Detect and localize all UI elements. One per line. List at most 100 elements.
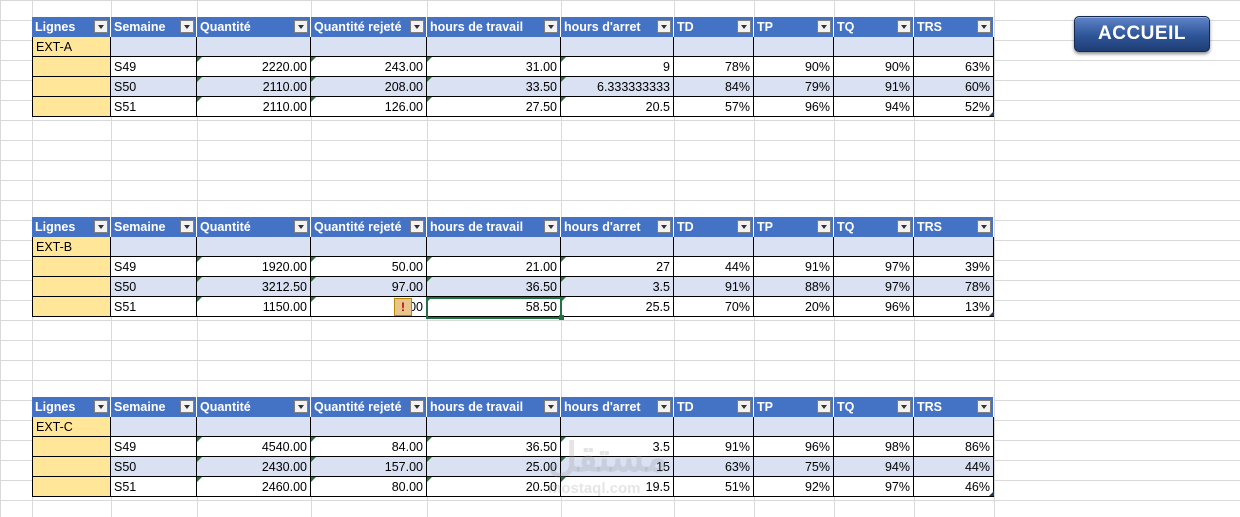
table-cell[interactable]: [311, 237, 427, 257]
table-cell-hours-arret[interactable]: 9: [561, 57, 674, 77]
table-cell[interactable]: [674, 237, 754, 257]
filter-dropdown-icon[interactable]: [294, 400, 308, 413]
table-cell[interactable]: [561, 37, 674, 57]
table-cell-hours-arret[interactable]: 15: [561, 457, 674, 477]
table-cell-trs[interactable]: 78%: [914, 277, 994, 297]
filter-dropdown-icon[interactable]: [294, 220, 308, 233]
table-cell-quantite-rejete[interactable]: 208.00: [311, 77, 427, 97]
table-cell-quantite-rejete[interactable]: 126.00: [311, 97, 427, 117]
header-lignes[interactable]: Lignes: [32, 217, 111, 237]
table-cell-td[interactable]: 78%: [674, 57, 754, 77]
table-cell-quantite-rejete[interactable]: 80.00: [311, 477, 427, 497]
table-cell-trs[interactable]: 46%: [914, 477, 994, 497]
table-cell[interactable]: [834, 237, 914, 257]
table-cell-hours-arret[interactable]: 19.5: [561, 477, 674, 497]
table-cell-td[interactable]: 44%: [674, 257, 754, 277]
table-cell-trs[interactable]: 63%: [914, 57, 994, 77]
header-trs[interactable]: TRS: [914, 17, 994, 37]
table-cell-td[interactable]: 57%: [674, 97, 754, 117]
table-cell-lignes[interactable]: [32, 77, 111, 97]
table-cell[interactable]: [674, 37, 754, 57]
table-cell[interactable]: [311, 417, 427, 437]
table-cell-hours-arret[interactable]: 3.5: [561, 437, 674, 457]
table-cell[interactable]: [427, 417, 561, 437]
table-cell[interactable]: [111, 417, 197, 437]
table-cell-trs[interactable]: 39%: [914, 257, 994, 277]
header-hours-travail[interactable]: hours de travail: [427, 217, 561, 237]
filter-dropdown-icon[interactable]: [410, 20, 424, 33]
header-lignes[interactable]: Lignes: [32, 17, 111, 37]
table-cell-quantite[interactable]: 2430.00: [197, 457, 311, 477]
table-resize-handle-icon[interactable]: [989, 111, 994, 116]
table-cell-hours-travail[interactable]: 36.50: [427, 437, 561, 457]
filter-dropdown-icon[interactable]: [737, 220, 751, 233]
table-cell-semaine[interactable]: S49: [111, 437, 197, 457]
header-tq[interactable]: TQ: [834, 217, 914, 237]
table-cell-td[interactable]: 70%: [674, 297, 754, 317]
table-cell-tp[interactable]: 91%: [754, 257, 834, 277]
filter-dropdown-icon[interactable]: [544, 400, 558, 413]
filter-dropdown-icon[interactable]: [977, 400, 991, 413]
table-cell-hours-arret[interactable]: 27: [561, 257, 674, 277]
table-cell[interactable]: [754, 37, 834, 57]
table-cell-quantite[interactable]: 2110.00: [197, 97, 311, 117]
table-cell-lignes[interactable]: [32, 457, 111, 477]
table-cell[interactable]: [754, 237, 834, 257]
table-cell-trs[interactable]: 13%: [914, 297, 994, 317]
header-tp[interactable]: TP: [754, 397, 834, 417]
filter-dropdown-icon[interactable]: [897, 400, 911, 413]
table-cell-tq[interactable]: 94%: [834, 97, 914, 117]
table-cell-quantite-rejete[interactable]: 97.00: [311, 277, 427, 297]
table-cell-lignes[interactable]: [32, 97, 111, 117]
filter-dropdown-icon[interactable]: [294, 20, 308, 33]
ligne-label[interactable]: EXT-B: [32, 237, 111, 257]
table-cell[interactable]: [197, 417, 311, 437]
table-cell-tp[interactable]: 96%: [754, 437, 834, 457]
table-cell-hours-travail[interactable]: 27.50: [427, 97, 561, 117]
table-cell-hours-arret[interactable]: 20.5: [561, 97, 674, 117]
table-cell-tq[interactable]: 97%: [834, 257, 914, 277]
table-cell-lignes[interactable]: [32, 277, 111, 297]
filter-dropdown-icon[interactable]: [737, 400, 751, 413]
table-cell-quantite[interactable]: 3212.50: [197, 277, 311, 297]
table-cell-lignes[interactable]: [32, 57, 111, 77]
filter-dropdown-icon[interactable]: [410, 220, 424, 233]
filter-dropdown-icon[interactable]: [94, 400, 108, 413]
filter-dropdown-icon[interactable]: [817, 400, 831, 413]
table-cell-quantite[interactable]: 2220.00: [197, 57, 311, 77]
header-hours-arret[interactable]: hours d'arret: [561, 397, 674, 417]
filter-dropdown-icon[interactable]: [94, 20, 108, 33]
table-cell-tq[interactable]: 97%: [834, 477, 914, 497]
table-cell-lignes[interactable]: [32, 437, 111, 457]
table-cell-lignes[interactable]: [32, 257, 111, 277]
table-cell-tq[interactable]: 94%: [834, 457, 914, 477]
table-cell-tp[interactable]: 79%: [754, 77, 834, 97]
filter-dropdown-icon[interactable]: [817, 220, 831, 233]
table-cell-tq[interactable]: 90%: [834, 57, 914, 77]
table-cell-semaine[interactable]: S51: [111, 97, 197, 117]
header-td[interactable]: TD: [674, 17, 754, 37]
table-cell-hours-travail[interactable]: 20.50: [427, 477, 561, 497]
table-cell-quantite-rejete[interactable]: 243.00: [311, 57, 427, 77]
header-semaine[interactable]: Semaine: [111, 17, 197, 37]
table-cell-semaine[interactable]: S49: [111, 57, 197, 77]
header-quantite-rejete[interactable]: Quantité rejeté: [311, 217, 427, 237]
filter-dropdown-icon[interactable]: [657, 400, 671, 413]
table-cell-hours-travail[interactable]: 33.50: [427, 77, 561, 97]
table-cell[interactable]: [561, 417, 674, 437]
table-cell-quantite[interactable]: 1920.00: [197, 257, 311, 277]
table-cell-lignes[interactable]: [32, 297, 111, 317]
table-cell-tq[interactable]: 97%: [834, 277, 914, 297]
table-cell-td[interactable]: 91%: [674, 437, 754, 457]
table-cell[interactable]: [834, 37, 914, 57]
table-cell[interactable]: [311, 37, 427, 57]
table-cell[interactable]: [197, 37, 311, 57]
filter-dropdown-icon[interactable]: [180, 20, 194, 33]
table-resize-handle-icon[interactable]: [989, 491, 994, 496]
header-tp[interactable]: TP: [754, 17, 834, 37]
accueil-button[interactable]: ACCUEIL: [1074, 16, 1210, 52]
header-semaine[interactable]: Semaine: [111, 217, 197, 237]
filter-dropdown-icon[interactable]: [737, 20, 751, 33]
table-cell[interactable]: [561, 237, 674, 257]
header-trs[interactable]: TRS: [914, 217, 994, 237]
